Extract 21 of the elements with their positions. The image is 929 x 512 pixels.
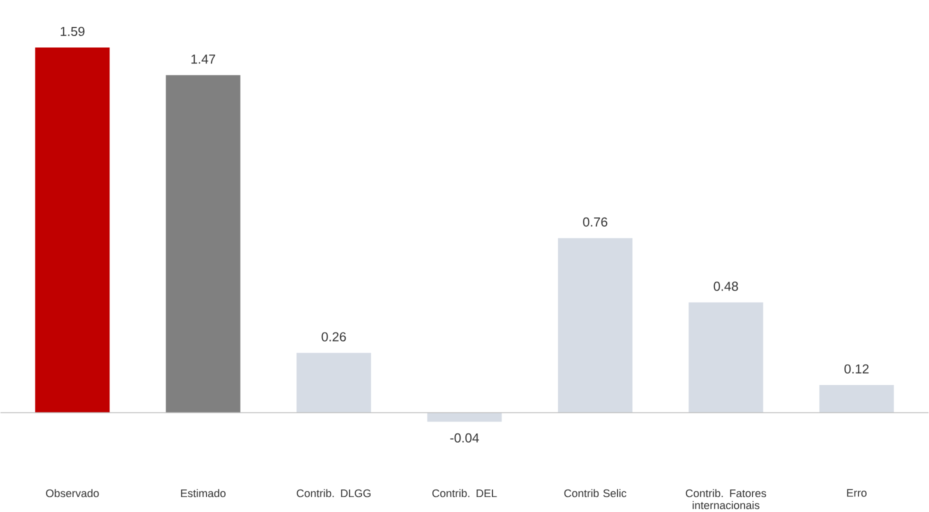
bar [427, 412, 502, 422]
data-label: 1.59 [60, 26, 84, 36]
x-tick-label: Estimado [181, 488, 226, 497]
bar [558, 238, 632, 412]
bar [166, 74, 240, 412]
x-tick-label: Contrib. DLGG [296, 488, 371, 497]
x-tick-label: Contrib Selic [564, 488, 626, 497]
data-label: 0.12 [844, 364, 869, 374]
x-tick-label: Observado [46, 488, 99, 497]
data-label: 0.76 [583, 217, 608, 226]
data-label: 1.47 [191, 54, 216, 64]
bar [819, 384, 894, 412]
bar [688, 302, 764, 412]
data-label: 0.48 [714, 281, 738, 291]
x-tick-label: Contrib. DEL [432, 488, 497, 497]
x-tick-label: Erro [847, 488, 867, 497]
bar [296, 352, 372, 412]
data-label: -0.04 [450, 433, 479, 442]
bar [35, 47, 110, 412]
x-tick-label: Contrib. Fatores internacionais [686, 488, 766, 509]
data-label: 0.26 [322, 332, 346, 342]
